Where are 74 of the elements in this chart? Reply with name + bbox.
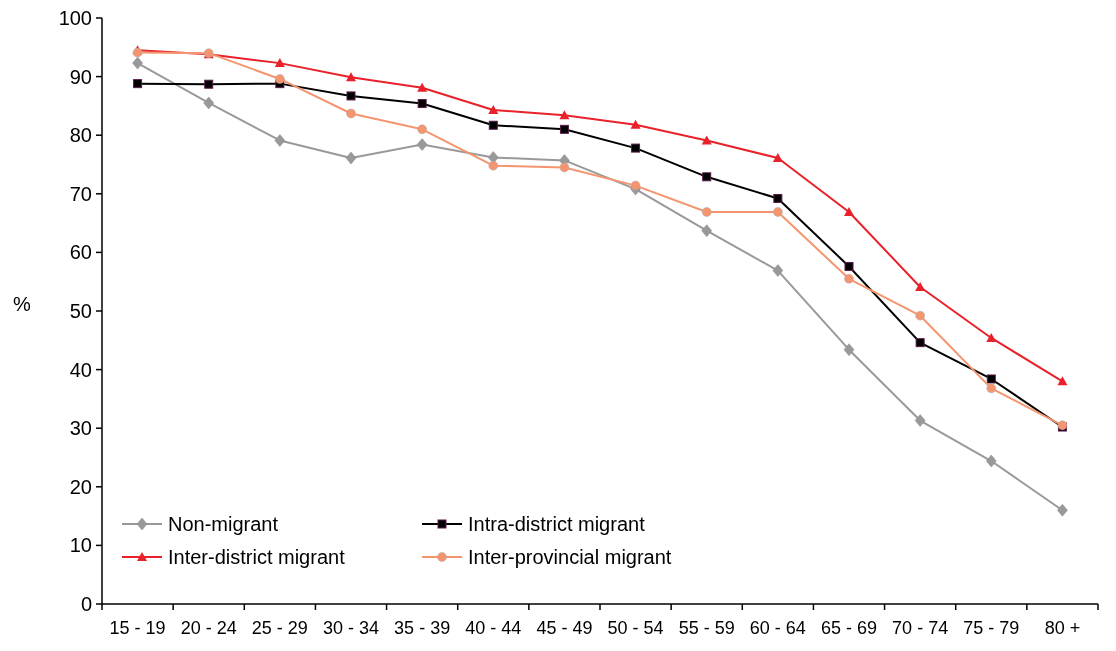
- x-tick-label: 60 - 64: [749, 618, 806, 638]
- point: [416, 138, 428, 151]
- y-tick-label: 80: [69, 124, 92, 147]
- point: [773, 193, 783, 203]
- point: [986, 454, 997, 468]
- legend-label: Inter-provincial migrant: [468, 546, 672, 568]
- x-tick-label: 35 - 39: [394, 618, 451, 638]
- y-tick-label: 20: [69, 475, 92, 498]
- point: [986, 383, 997, 394]
- x-tick-label: 45 - 49: [536, 618, 593, 638]
- legend-label: Non-migrant: [168, 513, 279, 535]
- point: [559, 124, 569, 134]
- point: [488, 120, 498, 130]
- point: [203, 96, 214, 110]
- point: [204, 79, 214, 89]
- point: [417, 99, 427, 109]
- point: [630, 180, 641, 191]
- point: [772, 153, 783, 163]
- point: [417, 124, 427, 135]
- point: [559, 162, 570, 173]
- y-tick-label: 10: [69, 534, 92, 557]
- point: [559, 110, 570, 120]
- x-tick-label: 25 - 29: [251, 618, 308, 638]
- y-tick-label: 30: [69, 417, 92, 440]
- point: [914, 414, 926, 427]
- point: [133, 79, 143, 89]
- point: [1057, 503, 1068, 517]
- y-tick-label: 70: [69, 182, 92, 205]
- point: [844, 206, 854, 216]
- x-tick-label: 50 - 54: [607, 618, 664, 638]
- point: [274, 134, 286, 147]
- x-tick-label: 55 - 59: [678, 618, 735, 638]
- x-tick-label: 70 - 74: [892, 618, 949, 638]
- point: [843, 343, 855, 356]
- point: [915, 338, 925, 348]
- y-tick-label: 0: [80, 593, 92, 615]
- point: [986, 374, 996, 384]
- x-tick-label: 40 - 44: [465, 618, 522, 638]
- x-tick-label: 80 +: [1044, 618, 1081, 638]
- y-tick-label: 50: [69, 300, 92, 322]
- y-tick-label: 40: [69, 358, 92, 381]
- y-tick-label: 90: [69, 65, 92, 88]
- point: [488, 105, 499, 114]
- point: [631, 143, 641, 153]
- x-tick-label: 15 - 19: [109, 618, 166, 638]
- y-tick-label: 60: [69, 241, 92, 264]
- point: [773, 207, 783, 217]
- point: [630, 119, 641, 129]
- point: [275, 74, 285, 84]
- x-tick-label: 65 - 69: [820, 618, 878, 638]
- point: [844, 274, 854, 284]
- point: [701, 224, 712, 237]
- point: [274, 58, 285, 68]
- point: [986, 332, 997, 342]
- point: [772, 264, 784, 277]
- point: [844, 261, 854, 271]
- y-axis-title: %: [13, 293, 32, 315]
- x-tick-label: 30 - 34: [322, 618, 380, 638]
- x-tick-label: 20 - 24: [180, 618, 237, 638]
- legend-label: Intra-district migrant: [468, 513, 646, 535]
- point: [417, 82, 428, 92]
- point: [488, 160, 499, 171]
- point: [132, 56, 143, 70]
- point: [346, 72, 356, 82]
- point: [1057, 376, 1068, 386]
- y-tick-label: 100: [58, 7, 92, 29]
- point: [346, 108, 356, 119]
- point: [702, 172, 712, 182]
- point: [346, 91, 356, 101]
- point: [701, 207, 712, 217]
- point: [915, 310, 925, 321]
- x-tick-label: 75 - 79: [963, 618, 1020, 638]
- point: [345, 151, 357, 165]
- legend-label: Inter-district migrant: [168, 546, 346, 568]
